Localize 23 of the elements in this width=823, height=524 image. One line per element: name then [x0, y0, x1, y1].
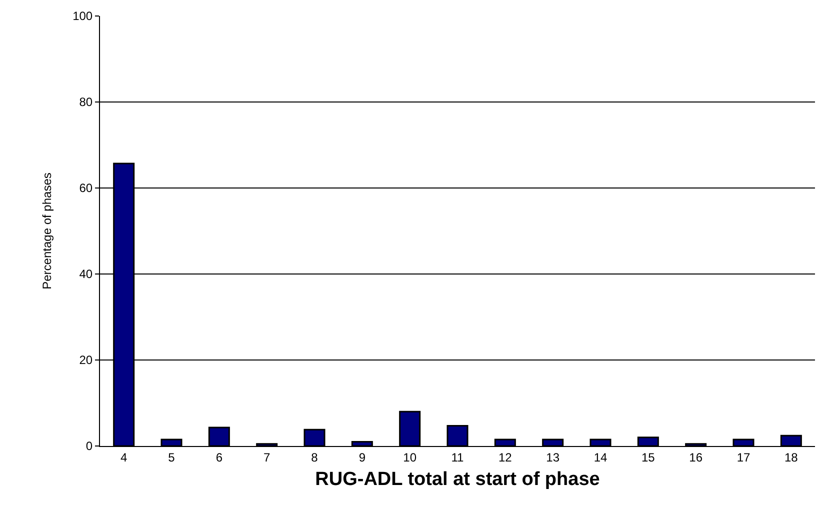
x-tick-label: 8: [311, 450, 318, 464]
y-tick-label: 0: [86, 439, 93, 454]
x-axis-title: RUG-ADL total at start of phase: [315, 469, 600, 490]
x-tick-label: 4: [120, 450, 128, 464]
x-tick-label: 18: [784, 450, 798, 464]
x-tick-label: 11: [451, 450, 464, 464]
x-tick-label: 10: [403, 450, 417, 464]
x-tick-label: 16: [689, 450, 703, 464]
y-tick-label: 20: [79, 353, 93, 368]
y-tick-label: 60: [79, 181, 93, 196]
y-tick-label: 100: [72, 9, 93, 24]
x-tick-label: 6: [216, 450, 223, 464]
x-tick-label: 14: [594, 450, 608, 464]
x-tick-label: 5: [168, 450, 176, 464]
x-tick-label: 7: [263, 450, 270, 464]
x-tick-label: 9: [358, 450, 366, 464]
y-tick-label: 40: [79, 267, 93, 282]
x-tick-label: 15: [641, 450, 656, 464]
x-tick-label: 12: [498, 450, 512, 464]
x-tick-label: 17: [736, 450, 750, 464]
y-axis-title: Percentage of phases: [40, 172, 54, 290]
x-tick-label: 13: [546, 450, 560, 464]
y-tick-label: 80: [79, 95, 93, 110]
